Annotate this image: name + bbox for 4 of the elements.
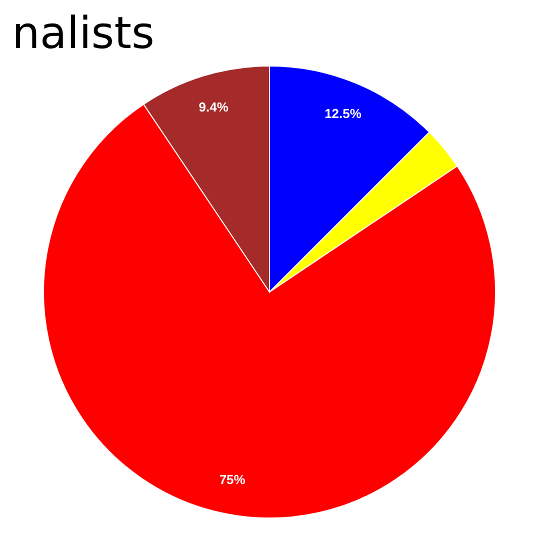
data-label: 9.4% (198, 100, 229, 115)
chart-title: nalists (12, 8, 154, 59)
data-label: 12.5% (324, 106, 362, 121)
data-label: 75% (219, 472, 246, 487)
